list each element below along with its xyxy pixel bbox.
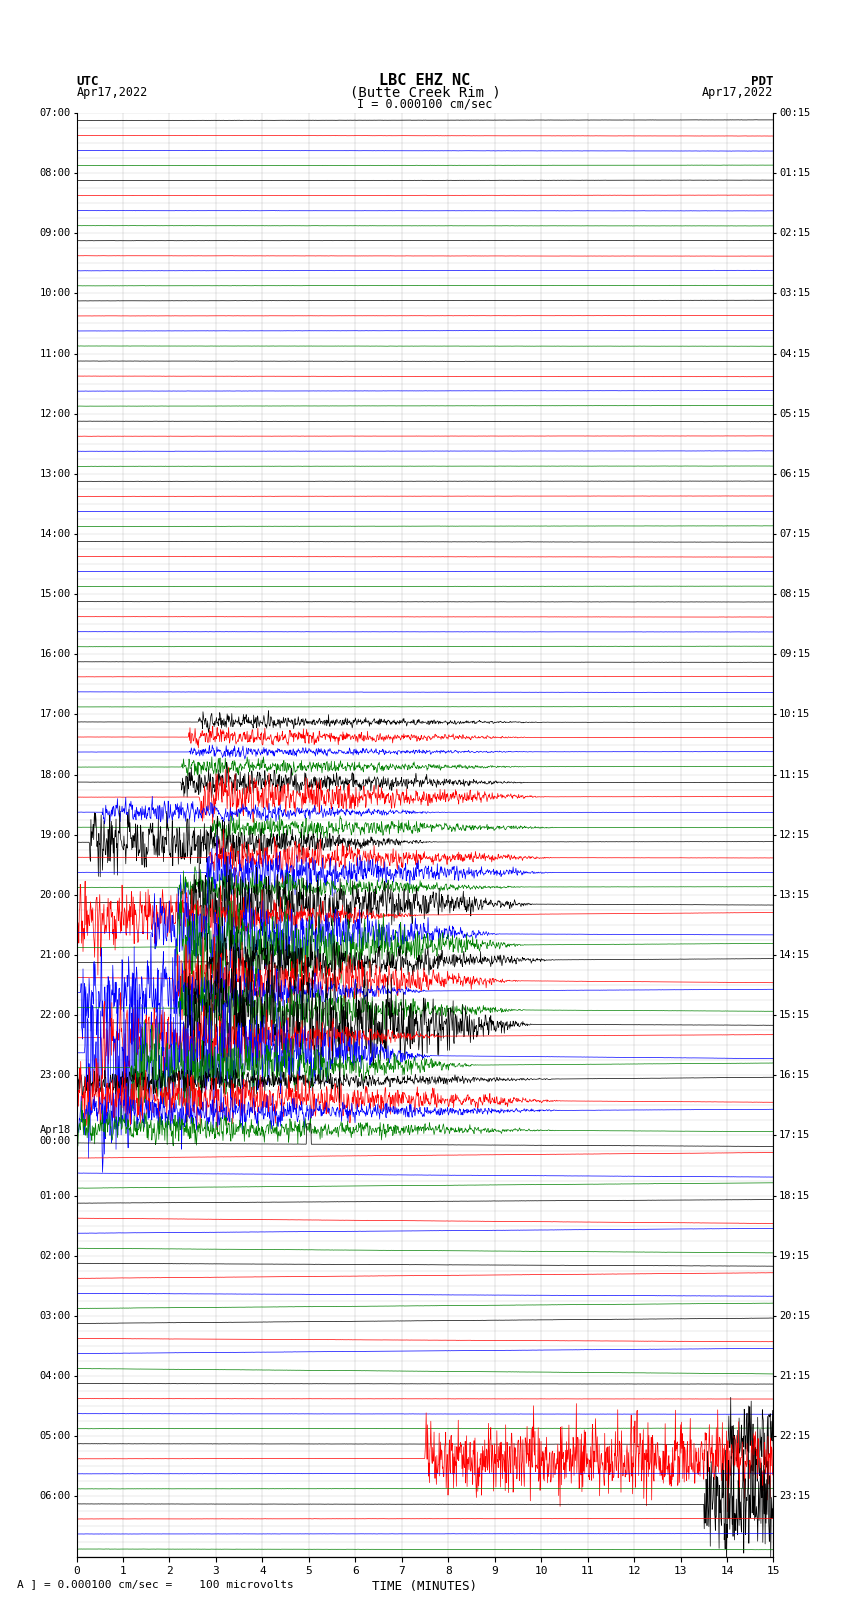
Text: PDT: PDT <box>751 74 774 87</box>
Text: (Butte Creek Rim ): (Butte Creek Rim ) <box>349 85 501 100</box>
Text: I = 0.000100 cm/sec: I = 0.000100 cm/sec <box>357 97 493 111</box>
X-axis label: TIME (MINUTES): TIME (MINUTES) <box>372 1581 478 1594</box>
Text: Apr17,2022: Apr17,2022 <box>702 85 774 100</box>
Text: Apr17,2022: Apr17,2022 <box>76 85 148 100</box>
Text: UTC: UTC <box>76 74 99 87</box>
Text: LBC EHZ NC: LBC EHZ NC <box>379 73 471 87</box>
Text: A ] = 0.000100 cm/sec =    100 microvolts: A ] = 0.000100 cm/sec = 100 microvolts <box>17 1579 294 1589</box>
